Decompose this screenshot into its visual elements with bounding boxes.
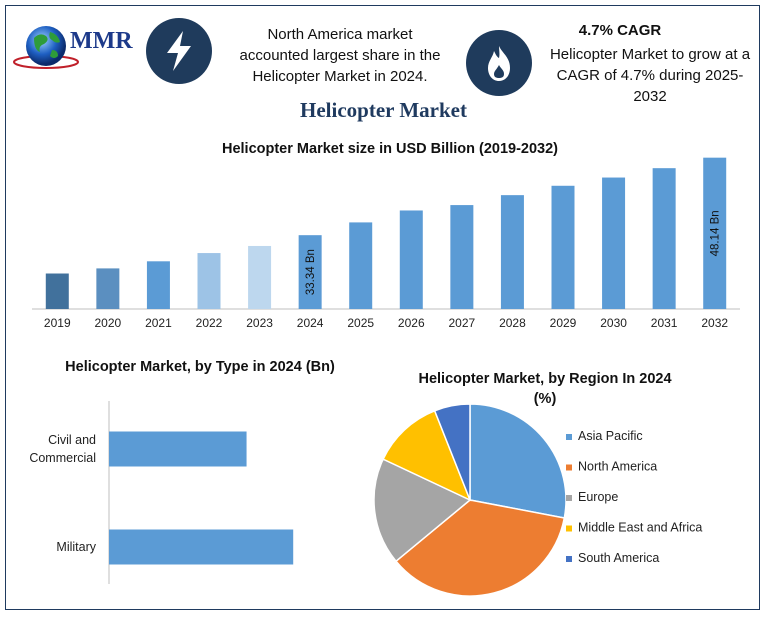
fact-north-america: North America market accounted largest s… [228,24,452,87]
x-tick-label-2022: 2022 [196,316,223,330]
x-tick-label-2019: 2019 [44,316,71,330]
pie-slice-middle-east-and-africa [382,409,472,502]
legend-label-3: Middle East and Africa [578,521,702,535]
fact2-line-2: CAGR of 4.7% during 2025-2032 [556,67,744,105]
bar-2032 [703,157,727,309]
lightning-icon [146,18,212,84]
bar-2019 [45,273,69,309]
fact1-line-3: Helicopter Market in 2024. [252,68,428,85]
type-bar-0 [109,431,247,467]
page-title: Helicopter Market [300,98,467,122]
type-chart-title: Helicopter Market, by Type in 2024 (Bn) [65,359,335,375]
bar-2027 [450,205,474,309]
x-tick-label-2031: 2031 [651,316,678,330]
pie-slice-north-america [394,499,566,597]
bar-chart-title: Helicopter Market size in USD Billion (2… [221,141,559,157]
x-tick-label-2026: 2026 [398,316,425,330]
pie-slice-europe [373,458,472,563]
pie-title-line-1: Helicopter Market, by Region In 2024 [418,371,672,387]
x-tick-label-2023: 2023 [246,316,273,330]
bar-2024 [298,235,322,309]
flame-icon [466,30,532,96]
bar-2021 [146,261,170,309]
logo-text: MMR [70,28,133,54]
fact1-line-1: North America market [267,26,413,43]
legend-label-0: Asia Pacific [578,429,643,443]
bar-2025 [349,222,373,309]
pie-slice-asia-pacific [469,403,567,519]
type-label-0-0: Civil and [48,433,96,447]
bar-2031 [652,168,676,309]
cagr-title: 4.7% CAGR [578,22,662,39]
x-tick-label-2030: 2030 [600,316,627,330]
pie-slice-south-america [433,403,471,501]
pie-title-line-2: (%) [533,391,557,407]
infographic-frame [5,5,760,610]
bar-2030 [602,177,626,309]
mmr-logo [12,18,142,78]
x-tick-label-2028: 2028 [499,316,526,330]
bar-2026 [399,210,423,309]
fact1-line-2: accounted largest share in the [239,47,441,64]
legend-label-1: North America [578,460,657,474]
fact2-line-1: Helicopter Market to grow at a [549,46,751,63]
bar-2023 [248,245,272,309]
bar-2028 [500,195,524,309]
type-label-0-1: Commercial [29,451,96,465]
bar-2029 [551,185,575,309]
legend-swatch-2 [566,495,572,501]
x-tick-label-2027: 2027 [449,316,476,330]
pie-chart-title: Helicopter Market, by Region In 2024 (%) [385,369,705,409]
globe-icon [13,26,79,69]
legend-swatch-0 [566,434,572,440]
type-bar-1 [109,529,294,565]
bar-2020 [96,268,120,309]
data-label-2032: 48.14 Bn [710,210,722,256]
legend-swatch-3 [566,525,572,532]
type-label-1-0: Military [56,540,96,554]
legend-swatch-4 [566,556,572,562]
legend-label-4: South America [578,551,659,565]
legend-swatch-1 [566,464,572,471]
x-tick-label-2029: 2029 [550,316,577,330]
x-tick-label-2032: 2032 [701,316,728,330]
legend-label-2: Europe [578,490,618,504]
x-tick-label-2021: 2021 [145,316,172,330]
fact-cagr: Helicopter Market to grow at a CAGR of 4… [540,44,760,107]
data-label-2024: 33.34 Bn [305,249,317,295]
x-tick-label-2020: 2020 [95,316,122,330]
x-tick-label-2025: 2025 [347,316,374,330]
bar-2022 [197,253,221,309]
x-tick-label-2024: 2024 [297,316,324,330]
